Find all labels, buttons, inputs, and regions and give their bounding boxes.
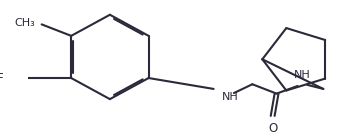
Text: CH₃: CH₃ [14, 18, 35, 28]
Text: O: O [268, 122, 277, 135]
Text: F: F [0, 72, 4, 85]
Text: NH: NH [222, 92, 238, 102]
Text: NH: NH [294, 70, 311, 80]
